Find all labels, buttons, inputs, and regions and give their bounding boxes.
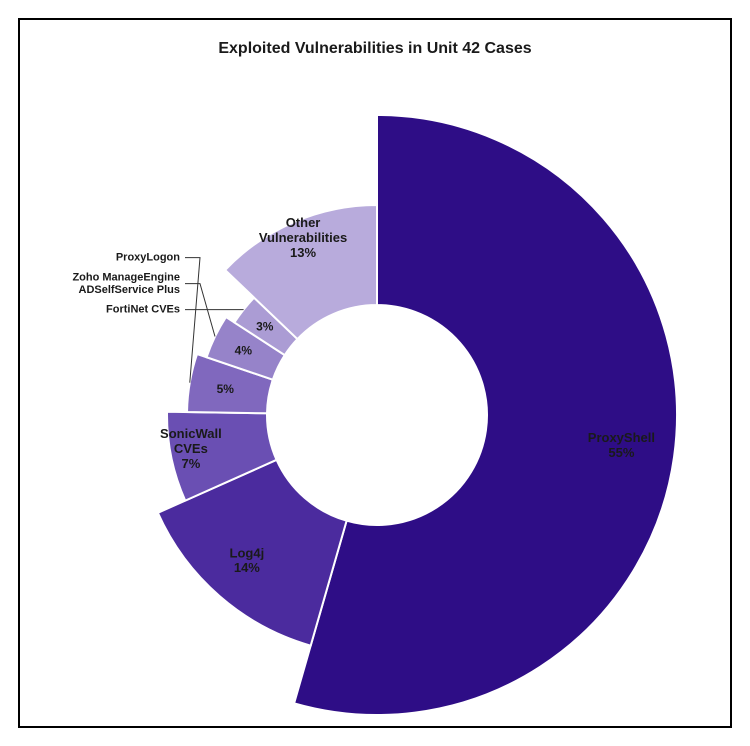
external-label: Zoho ManageEngineADSelfService Plus	[72, 271, 180, 296]
slice-label: Log4j14%	[230, 545, 265, 575]
chart-title: Exploited Vulnerabilities in Unit 42 Cas…	[20, 40, 730, 58]
slice-pct: 3%	[256, 319, 274, 333]
external-label: FortiNet CVEs	[106, 304, 180, 316]
slice-pct: 5%	[217, 382, 235, 396]
external-label: ProxyLogon	[116, 252, 180, 264]
slice-proxyshell	[294, 115, 677, 715]
pie-chart: ProxyShell55%Log4j14%SonicWallCVEs7%5%4%…	[20, 20, 734, 730]
chart-frame: Exploited Vulnerabilities in Unit 42 Cas…	[18, 18, 732, 728]
slice-pct: 4%	[235, 343, 253, 357]
